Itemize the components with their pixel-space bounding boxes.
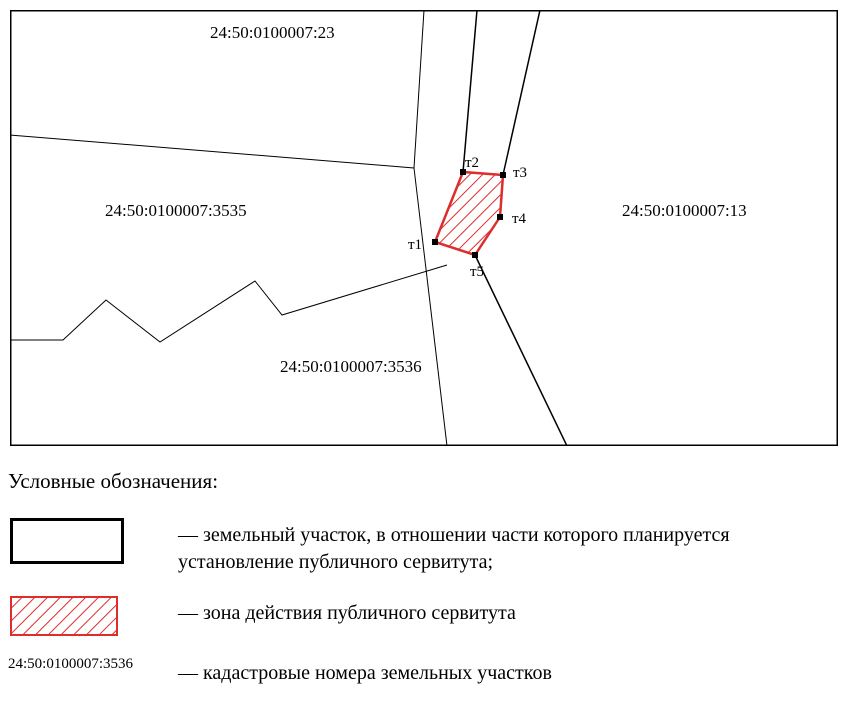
legend-row-zone: — зона действия публичного сервитута [8,596,840,636]
legend-row-parcel: — земельный участок, в отношении части к… [8,518,840,576]
svg-text:т4: т4 [512,211,527,227]
cadastral-map: т1 т2 т3 т4 т5 24:50:0100007:23 24:50:0100007:… [10,10,838,451]
svg-text:т3: т3 [513,165,527,181]
legend-symbol-hatch [8,596,178,636]
svg-text:т5: т5 [470,264,484,280]
legend: Условные обозначения: — земельный участо… [8,469,840,687]
legend-text: — кадастровые номера земельных участков [178,656,552,687]
svg-text:24:50:0100007:13: 24:50:0100007:13 [622,201,747,220]
svg-text:т2: т2 [465,155,479,171]
legend-text: — зона действия публичного сервитута [178,596,516,627]
legend-title: Условные обозначения: [8,469,840,494]
legend-row-number: 24:50:0100007:3536 — кадастровые номера … [8,656,840,687]
hatched-icon [10,596,118,636]
legend-symbol-box [8,518,178,564]
box-icon [10,518,124,564]
legend-text: — земельный участок, в отношении части к… [178,518,840,576]
svg-text:24:50:0100007:3536: 24:50:0100007:3536 [280,357,422,376]
map-svg: т1 т2 т3 т4 т5 24:50:0100007:23 24:50:0100007:… [10,10,838,446]
svg-text:т1: т1 [408,237,422,253]
cadastral-number-sample: 24:50:0100007:3536 [8,656,133,673]
svg-text:24:50:0100007:3535: 24:50:0100007:3535 [105,201,247,220]
legend-symbol-number: 24:50:0100007:3536 [8,656,178,673]
svg-text:24:50:0100007:23: 24:50:0100007:23 [210,23,335,42]
